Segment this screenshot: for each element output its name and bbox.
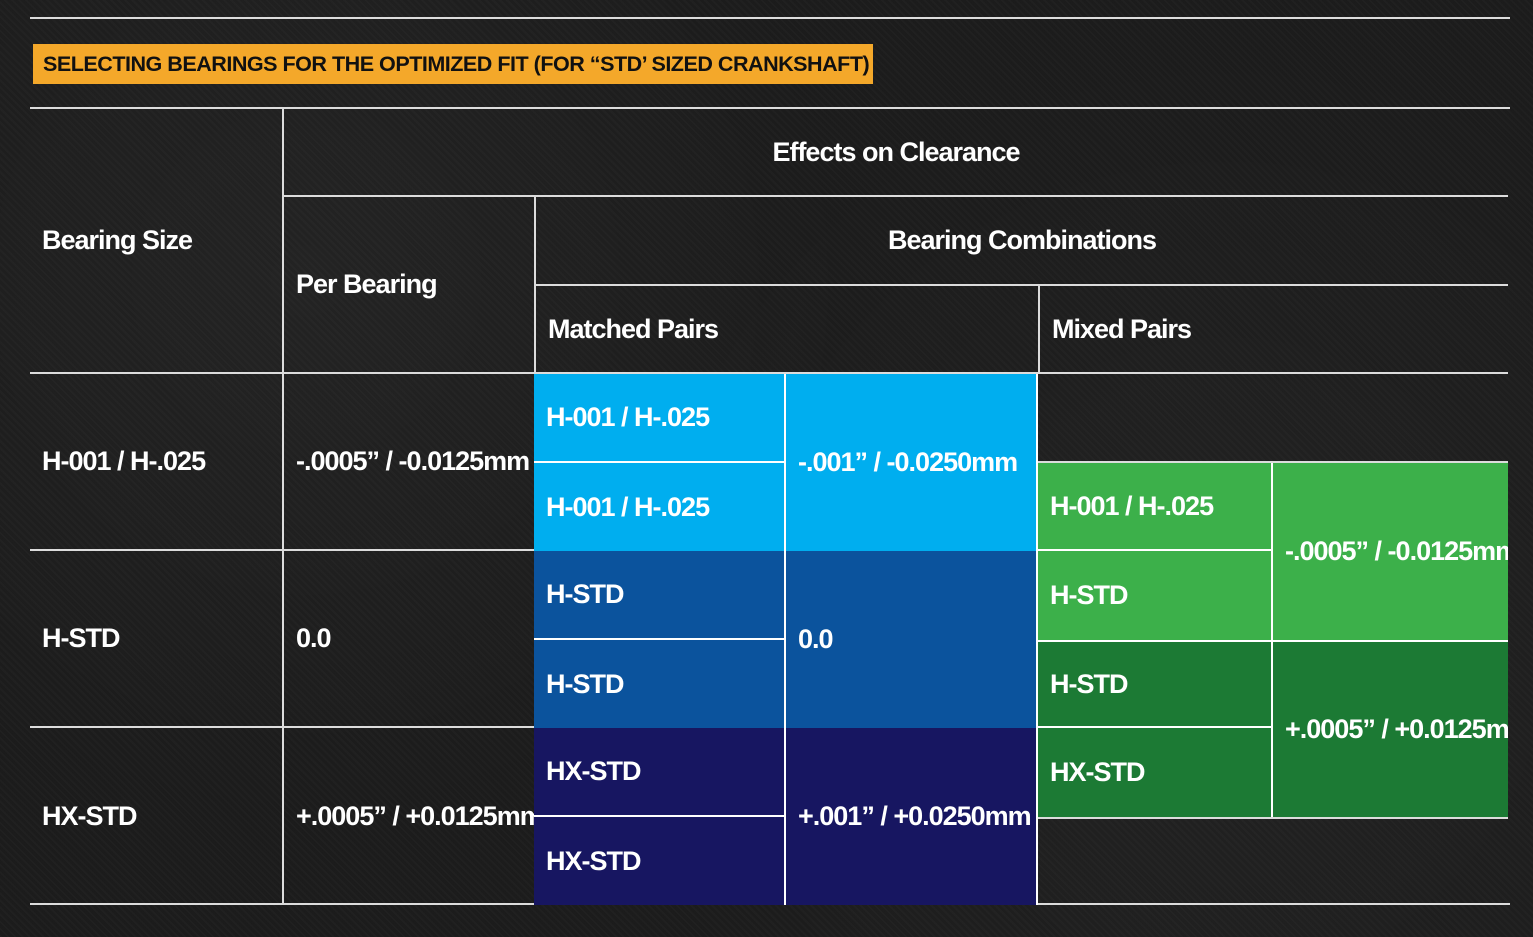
per-bearing-hxstd: +.0005” / +0.0125mm (282, 728, 534, 905)
matched-bearing-a: HX-STD (534, 728, 786, 817)
header-effects-on-clearance: Effects on Clearance (282, 109, 1508, 197)
header-matched-pairs: Matched Pairs (534, 286, 1038, 374)
mixed-bearing-b: H-STD (1038, 551, 1273, 640)
page-title: SELECTING BEARINGS FOR THE OPTIMIZED FIT… (33, 44, 873, 84)
matched-bearing-b: H-001 / H-.025 (534, 463, 786, 551)
matched-effect: -.001” / -0.0250mm (786, 374, 1038, 551)
row-size-hstd: H-STD (30, 551, 282, 728)
mixed-bearing-a: H-STD (1038, 640, 1273, 728)
bearing-selection-table: Bearing Size Effects on Clearance Per Be… (30, 107, 1510, 905)
mixed-effect: +.0005” / +0.0125mm (1273, 640, 1508, 817)
matched-bearing-a: H-001 / H-.025 (534, 374, 786, 463)
mixed-bearing-b: HX-STD (1038, 728, 1273, 817)
header-bearing-size: Bearing Size (30, 109, 282, 374)
matched-bearing-b: H-STD (534, 640, 786, 728)
matched-effect: +.001” / +0.0250mm (786, 728, 1038, 905)
per-bearing-hstd: 0.0 (282, 551, 534, 728)
header-per-bearing: Per Bearing (282, 197, 534, 374)
mixed-bearing-a: H-001 / H-.025 (1038, 463, 1273, 551)
top-rule (30, 17, 1510, 19)
per-bearing-h001: -.0005” / -0.0125mm (282, 374, 534, 551)
matched-effect: 0.0 (786, 551, 1038, 728)
matched-bearing-b: HX-STD (534, 817, 786, 905)
header-bearing-combinations: Bearing Combinations (534, 197, 1508, 286)
mixed-empty-bottom (1038, 817, 1508, 905)
matched-bearing-a: H-STD (534, 551, 786, 640)
row-size-h001: H-001 / H-.025 (30, 374, 282, 551)
row-size-hxstd: HX-STD (42, 801, 138, 831)
mixed-effect: -.0005” / -0.0125mm (1273, 463, 1508, 640)
mixed-empty-top (1038, 374, 1508, 463)
header-mixed-pairs: Mixed Pairs (1038, 286, 1508, 374)
